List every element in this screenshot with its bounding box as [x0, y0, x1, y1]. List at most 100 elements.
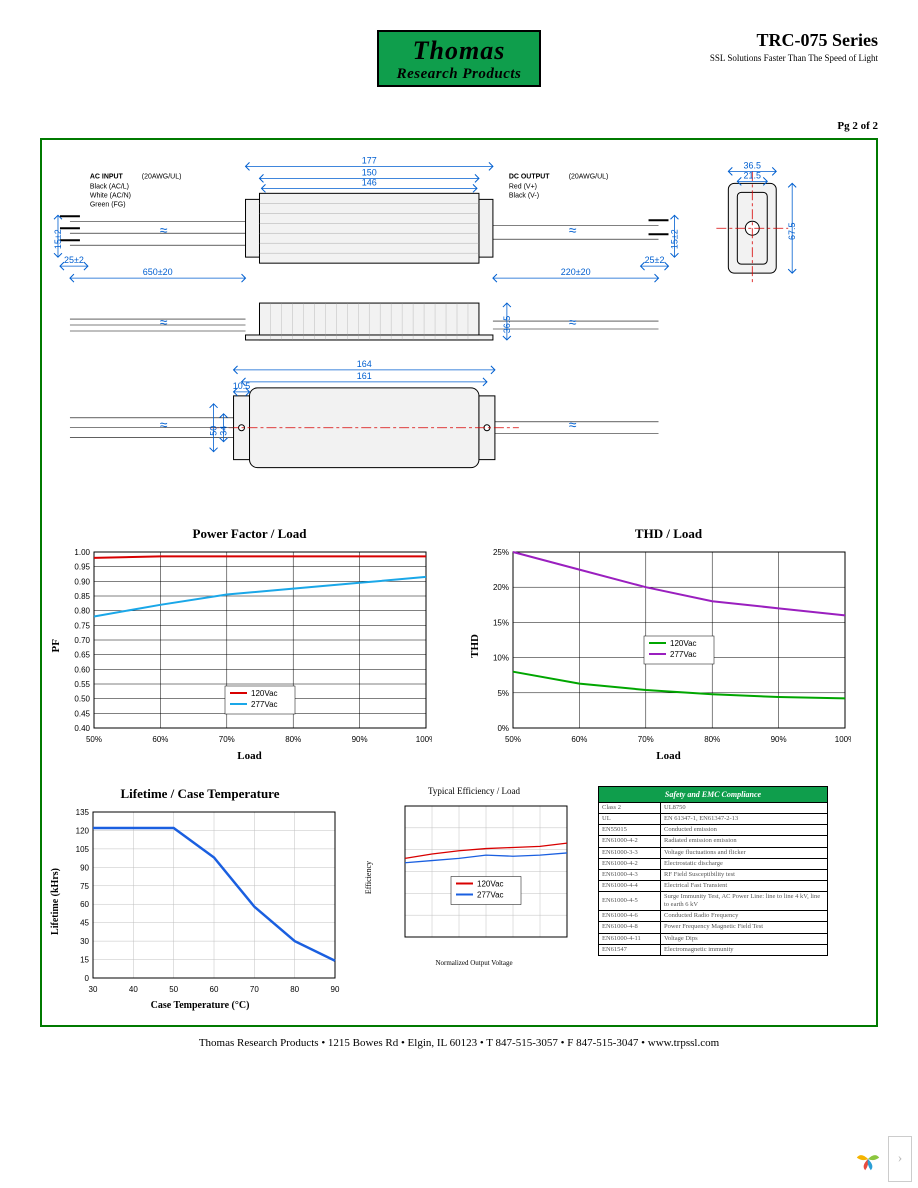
table-row: EN61000-4-2Radiated emission emission	[599, 836, 828, 847]
chart-eff-xlabel: Normalized Output Voltage	[364, 959, 584, 967]
svg-text:0.60: 0.60	[74, 665, 90, 674]
svg-text:15%: 15%	[493, 618, 509, 627]
svg-text:60: 60	[80, 900, 89, 909]
svg-text:50: 50	[209, 426, 219, 436]
svg-text:21.5: 21.5	[744, 170, 761, 180]
svg-text:0.95: 0.95	[74, 563, 90, 572]
table-cell: EN61000-4-4	[599, 880, 661, 891]
table-cell: UL	[599, 814, 661, 825]
svg-text:0.45: 0.45	[74, 709, 90, 718]
table-cell: UL8750	[661, 803, 828, 814]
svg-text:50: 50	[169, 985, 178, 994]
table-cell: EN61000-4-2	[599, 836, 661, 847]
svg-text:25±2: 25±2	[645, 255, 665, 265]
table-row: EN61000-4-3RF Field Susceptibility test	[599, 869, 828, 880]
chart-lifetime: Lifetime / Case Temperature Lifetime (kH…	[50, 786, 350, 1011]
svg-text:25±2: 25±2	[64, 255, 84, 265]
svg-text:0: 0	[85, 974, 90, 983]
table-cell: Electrical Fast Transient	[661, 880, 828, 891]
svg-text:75: 75	[80, 882, 89, 891]
svg-text:60%: 60%	[152, 735, 168, 744]
chart-pf-svg: 50%60%70%80%90%100%0.400.450.500.550.600…	[62, 546, 432, 746]
table-cell: Conducted emission	[661, 825, 828, 836]
table-row: EN61000-3-3Voltage fluctuations and flic…	[599, 847, 828, 858]
svg-text:67.5: 67.5	[787, 223, 797, 240]
svg-text:15±2: 15±2	[669, 229, 679, 249]
svg-text:10.5: 10.5	[233, 381, 250, 391]
table-cell: EN61547	[599, 944, 661, 955]
svg-text:70%: 70%	[638, 735, 654, 744]
table-cell: RF Field Susceptibility test	[661, 869, 828, 880]
table-row: EN61000-4-11Voltage Dips	[599, 933, 828, 944]
table-cell: EN55015	[599, 825, 661, 836]
table-row: EN61000-4-8Power Frequency Magnetic Fiel…	[599, 922, 828, 933]
table-cell: EN61000-4-5	[599, 892, 661, 911]
svg-text:70%: 70%	[219, 735, 235, 744]
chart-thd-ylabel: THD	[469, 634, 481, 658]
compliance-table: Safety and EMC Compliance Class 2UL8750U…	[598, 786, 828, 956]
chart-life-ylabel: Lifetime (kHrs)	[50, 868, 61, 935]
svg-text:(20AWG/UL): (20AWG/UL)	[569, 173, 609, 180]
svg-text:120: 120	[76, 826, 90, 835]
table-cell: EN61000-4-6	[599, 911, 661, 922]
svg-text:Green (FG): Green (FG)	[90, 201, 126, 208]
svg-text:0.85: 0.85	[74, 592, 90, 601]
svg-text:90%: 90%	[352, 735, 368, 744]
svg-text:≈: ≈	[160, 222, 168, 238]
content-frame: ≈≈177150146650±20220±2025±225±215±215±2A…	[40, 138, 878, 1027]
table-row: EN61000-4-4Electrical Fast Transient	[599, 880, 828, 891]
svg-text:164: 164	[357, 359, 372, 369]
svg-text:(20AWG/UL): (20AWG/UL)	[142, 173, 182, 180]
viewer-logo-icon	[854, 1145, 882, 1173]
table-cell: EN 61347-1, EN61347-2-13	[661, 814, 828, 825]
chart-life-title: Lifetime / Case Temperature	[50, 786, 350, 802]
svg-text:20%: 20%	[493, 583, 509, 592]
svg-text:80%: 80%	[285, 735, 301, 744]
svg-text:120Vac: 120Vac	[670, 639, 697, 648]
logo-line1: Thomas	[397, 36, 522, 66]
svg-text:90%: 90%	[771, 735, 787, 744]
svg-text:40: 40	[129, 985, 138, 994]
svg-text:0.65: 0.65	[74, 651, 90, 660]
table-cell: Electromagnetic immunity	[661, 944, 828, 955]
svg-text:≈: ≈	[569, 314, 577, 330]
table-cell: EN61000-4-11	[599, 933, 661, 944]
chart-pf-xlabel: Load	[50, 750, 449, 762]
chart-thd-title: THD / Load	[469, 526, 868, 542]
title-block: TRC-075 Series SSL Solutions Faster Than…	[710, 30, 878, 63]
page-number: Pg 2 of 2	[40, 120, 878, 132]
svg-text:80%: 80%	[704, 735, 720, 744]
svg-text:25%: 25%	[493, 548, 509, 557]
chart-eff-ylabel: Efficiency	[364, 861, 373, 894]
svg-text:White (AC/N): White (AC/N)	[90, 192, 131, 199]
svg-text:50%: 50%	[505, 735, 521, 744]
svg-text:100%: 100%	[416, 735, 432, 744]
svg-text:220±20: 220±20	[561, 267, 591, 277]
svg-text:105: 105	[76, 845, 90, 854]
table-cell: Power Frequency Magnetic Field Test	[661, 922, 828, 933]
svg-text:≈: ≈	[569, 417, 577, 433]
svg-text:0.70: 0.70	[74, 636, 90, 645]
svg-text:277Vac: 277Vac	[670, 650, 697, 659]
svg-text:80: 80	[290, 985, 299, 994]
table-row: EN61000-4-2Electrostatic discharge	[599, 858, 828, 869]
svg-text:100%: 100%	[835, 735, 851, 744]
svg-text:30: 30	[80, 937, 89, 946]
table-row: Class 2UL8750	[599, 803, 828, 814]
svg-text:0%: 0%	[497, 724, 509, 733]
svg-text:15±2: 15±2	[53, 229, 63, 249]
svg-text:0.40: 0.40	[74, 724, 90, 733]
table-cell: Electrostatic discharge	[661, 858, 828, 869]
table-cell: Voltage fluctuations and flicker	[661, 847, 828, 858]
svg-text:0.55: 0.55	[74, 680, 90, 689]
table-cell: Surge Immunity Test, AC Power Line: line…	[661, 892, 828, 911]
svg-text:DC OUTPUT: DC OUTPUT	[509, 173, 550, 180]
chart-thd: THD / Load THD 50%60%70%80%90%100%0%5%10…	[469, 526, 868, 762]
series-subtitle: SSL Solutions Faster Than The Speed of L…	[710, 53, 878, 63]
compliance-header: Safety and EMC Compliance	[599, 787, 828, 803]
viewer-controls: ›	[854, 1136, 912, 1182]
next-page-button[interactable]: ›	[888, 1136, 912, 1182]
svg-text:90: 90	[331, 985, 340, 994]
chart-efficiency: Typical Efficiency / Load Efficiency 120…	[364, 786, 584, 967]
table-row: EN61547Electromagnetic immunity	[599, 944, 828, 955]
